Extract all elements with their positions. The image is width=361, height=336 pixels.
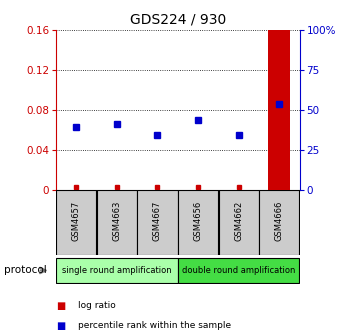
Bar <box>56 258 178 283</box>
Bar <box>56 191 96 255</box>
Text: GSM4656: GSM4656 <box>193 201 203 241</box>
Title: GDS224 / 930: GDS224 / 930 <box>130 12 226 26</box>
Bar <box>97 191 137 255</box>
Text: single round amplification: single round amplification <box>62 266 172 275</box>
Text: GSM4663: GSM4663 <box>112 201 121 242</box>
Bar <box>259 191 299 255</box>
Text: GSM4657: GSM4657 <box>72 201 81 241</box>
Text: GSM4666: GSM4666 <box>275 201 284 242</box>
Text: double round amplification: double round amplification <box>182 266 295 275</box>
Text: percentile rank within the sample: percentile rank within the sample <box>78 322 231 330</box>
Text: protocol: protocol <box>4 265 46 276</box>
Text: ■: ■ <box>56 321 65 331</box>
Bar <box>219 191 259 255</box>
Bar <box>178 191 218 255</box>
Bar <box>178 258 299 283</box>
Text: GSM4662: GSM4662 <box>234 201 243 241</box>
Text: ■: ■ <box>56 301 65 311</box>
Text: log ratio: log ratio <box>78 301 116 310</box>
Bar <box>268 30 291 190</box>
Bar <box>138 191 178 255</box>
Text: GSM4667: GSM4667 <box>153 201 162 242</box>
